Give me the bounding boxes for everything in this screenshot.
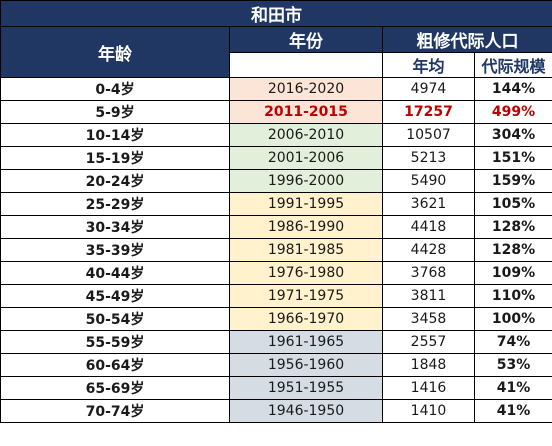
ratio-cell: 128% <box>474 215 552 239</box>
age-cell: 60-64岁 <box>0 353 230 377</box>
ratio-cell: 304% <box>474 123 552 147</box>
avg-cell: 3768 <box>382 261 475 285</box>
years-cell: 2016-2020 <box>229 77 383 101</box>
avg-cell: 3458 <box>382 307 475 331</box>
age-cell: 0-4岁 <box>0 77 230 101</box>
age-cell: 5-9岁 <box>0 100 230 124</box>
table-row: 10-14岁 2006-2010 10507 304% <box>0 123 552 147</box>
avg-cell: 4428 <box>382 238 475 262</box>
table-row: 55-59岁 1961-1965 2557 74% <box>0 330 552 354</box>
avg-cell: 1410 <box>382 399 475 423</box>
age-cell: 35-39岁 <box>0 238 230 262</box>
table-row: 35-39岁 1981-1985 4428 128% <box>0 238 552 262</box>
avg-cell: 1848 <box>382 353 475 377</box>
years-cell: 1951-1955 <box>229 376 383 400</box>
ratio-cell: 53% <box>474 353 552 377</box>
years-cell: 2011-2015 <box>229 100 383 124</box>
age-cell: 20-24岁 <box>0 169 230 193</box>
age-cell: 40-44岁 <box>0 261 230 285</box>
ratio-cell: 499% <box>474 100 552 124</box>
table-row: 65-69岁 1951-1955 1416 41% <box>0 376 552 400</box>
years-cell: 1991-1995 <box>229 192 383 216</box>
avg-cell: 4418 <box>382 215 475 239</box>
ratio-cell: 151% <box>474 146 552 170</box>
cohort-table: 和田市 年龄 年份 粗修代际人口 年均 代际规模 0-4岁 2016-2020 49… <box>0 0 552 423</box>
table-row: 40-44岁 1976-1980 3768 109% <box>0 261 552 285</box>
years-cell: 1981-1985 <box>229 238 383 262</box>
header-ratio: 代际规模 <box>474 52 552 78</box>
header-years-blank <box>229 52 383 78</box>
ratio-cell: 41% <box>474 399 552 423</box>
table-row: 20-24岁 1996-2000 5490 159% <box>0 169 552 193</box>
header-age: 年龄 <box>0 26 230 78</box>
years-cell: 1976-1980 <box>229 261 383 285</box>
ratio-cell: 144% <box>474 77 552 101</box>
ratio-cell: 128% <box>474 238 552 262</box>
age-cell: 70-74岁 <box>0 399 230 423</box>
years-cell: 2001-2006 <box>229 146 383 170</box>
table-row: 25-29岁 1991-1995 3621 105% <box>0 192 552 216</box>
table-row: 60-64岁 1956-1960 1848 53% <box>0 353 552 377</box>
years-cell: 1956-1960 <box>229 353 383 377</box>
header-cohort: 粗修代际人口 <box>382 26 552 53</box>
table-row: 30-34岁 1986-1990 4418 128% <box>0 215 552 239</box>
age-cell: 10-14岁 <box>0 123 230 147</box>
age-cell: 15-19岁 <box>0 146 230 170</box>
age-cell: 65-69岁 <box>0 376 230 400</box>
avg-cell: 17257 <box>382 100 475 124</box>
age-cell: 50-54岁 <box>0 307 230 331</box>
header-avg: 年均 <box>382 52 475 78</box>
avg-cell: 10507 <box>382 123 475 147</box>
age-cell: 45-49岁 <box>0 284 230 308</box>
avg-cell: 2557 <box>382 330 475 354</box>
age-cell: 25-29岁 <box>0 192 230 216</box>
header-years: 年份 <box>229 26 383 53</box>
years-cell: 2006-2010 <box>229 123 383 147</box>
ratio-cell: 74% <box>474 330 552 354</box>
ratio-cell: 105% <box>474 192 552 216</box>
years-cell: 1966-1970 <box>229 307 383 331</box>
ratio-cell: 109% <box>474 261 552 285</box>
avg-cell: 1416 <box>382 376 475 400</box>
avg-cell: 5213 <box>382 146 475 170</box>
age-cell: 55-59岁 <box>0 330 230 354</box>
avg-cell: 3621 <box>382 192 475 216</box>
table-row: 45-49岁 1971-1975 3811 110% <box>0 284 552 308</box>
avg-cell: 4974 <box>382 77 475 101</box>
age-cell: 30-34岁 <box>0 215 230 239</box>
table-row: 50-54岁 1966-1970 3458 100% <box>0 307 552 331</box>
years-cell: 1996-2000 <box>229 169 383 193</box>
table-row: 0-4岁 2016-2020 4974 144% <box>0 77 552 101</box>
ratio-cell: 110% <box>474 284 552 308</box>
header-row: 年龄 年份 粗修代际人口 <box>0 26 552 78</box>
avg-cell: 5490 <box>382 169 475 193</box>
years-cell: 1986-1990 <box>229 215 383 239</box>
table-row: 70-74岁 1946-1950 1410 41% <box>0 399 552 423</box>
table-row: 5-9岁 2011-2015 17257 499% <box>0 100 552 124</box>
title-row: 和田市 <box>0 0 552 27</box>
ratio-cell: 159% <box>474 169 552 193</box>
years-cell: 1971-1975 <box>229 284 383 308</box>
years-cell: 1961-1965 <box>229 330 383 354</box>
table-title: 和田市 <box>0 0 552 27</box>
ratio-cell: 100% <box>474 307 552 331</box>
years-cell: 1946-1950 <box>229 399 383 423</box>
ratio-cell: 41% <box>474 376 552 400</box>
avg-cell: 3811 <box>382 284 475 308</box>
table-row: 15-19岁 2001-2006 5213 151% <box>0 146 552 170</box>
